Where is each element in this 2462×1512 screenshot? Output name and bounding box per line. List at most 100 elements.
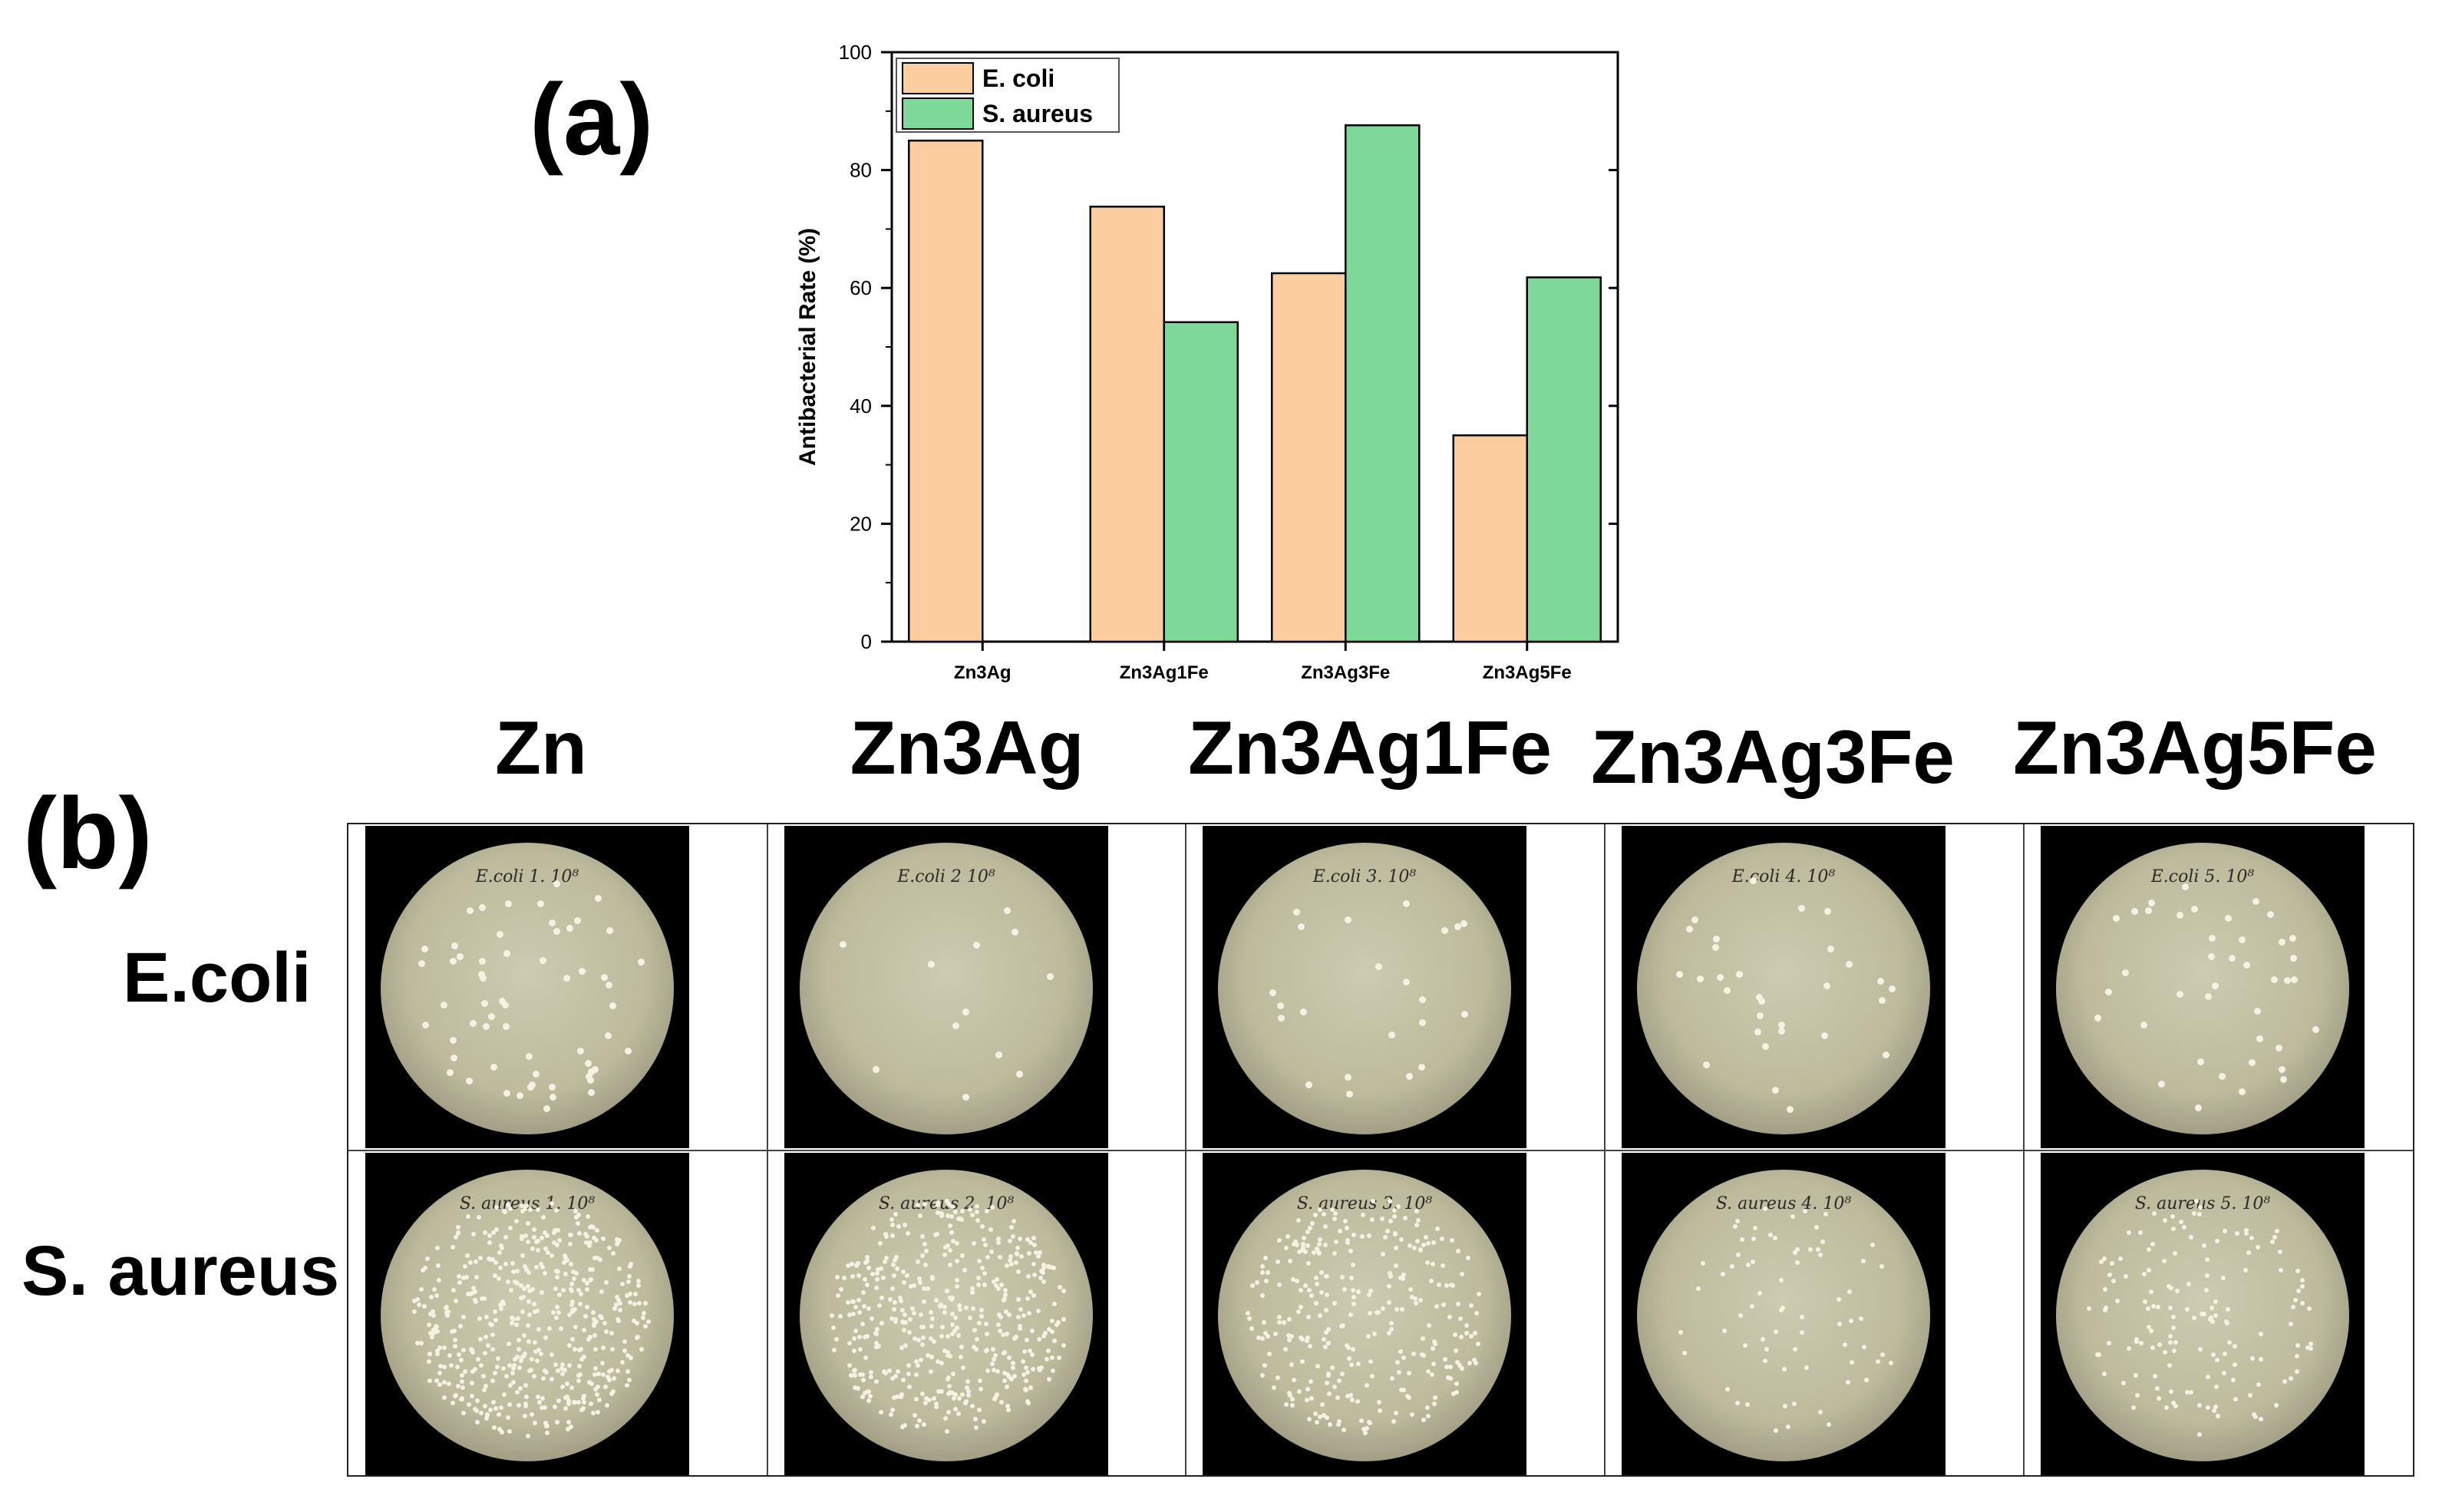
bacterial-colony (556, 1368, 561, 1373)
bacterial-colony (922, 1241, 928, 1246)
bacterial-colony (1345, 916, 1352, 924)
bacterial-colony (2172, 1250, 2177, 1256)
bacterial-colony (2126, 1346, 2131, 1352)
bacterial-colony (1309, 1292, 1314, 1298)
bacterial-colony (960, 1253, 965, 1258)
bacterial-colony (953, 1209, 959, 1214)
bacterial-colony (437, 1364, 443, 1368)
bacterial-colony (520, 1309, 525, 1314)
bacterial-colony (579, 1346, 584, 1352)
bacterial-colony (1460, 920, 1467, 928)
bacterial-colony (2196, 1431, 2202, 1437)
bacterial-colony (469, 1019, 477, 1027)
bacterial-colony (1750, 1303, 1755, 1309)
bacterial-colony (2309, 1342, 2314, 1347)
bacterial-colony (552, 1230, 557, 1236)
bacterial-colony (559, 1384, 565, 1389)
bacterial-colony (829, 1313, 834, 1319)
bacterial-colony (1763, 1358, 1768, 1363)
bacterial-colony (625, 1352, 631, 1358)
plate-photo-s-aureus-zn3ag1fe: S. aureus 3. 10⁸ (1203, 1153, 1526, 1475)
bacterial-colony (1880, 1264, 1885, 1269)
bacterial-colony (2291, 976, 2299, 984)
bacterial-colony (473, 1289, 478, 1295)
bacterial-colony (535, 1394, 540, 1399)
bacterial-colony (1288, 1393, 1293, 1398)
bacterial-colony (531, 1227, 536, 1233)
bacterial-colony (1371, 1331, 1377, 1336)
bacterial-colony (583, 1231, 589, 1236)
bacterial-colony (577, 1301, 582, 1306)
bacterial-colony (936, 1200, 941, 1206)
bacterial-colony (1261, 1319, 1266, 1325)
bacterial-colony (1025, 1236, 1030, 1242)
bacterial-colony (893, 1317, 898, 1322)
bacterial-colony (1002, 1288, 1008, 1293)
bacterial-colony (1286, 1332, 1292, 1338)
bacterial-colony (906, 1371, 912, 1376)
bacterial-colony (452, 1393, 457, 1398)
bacterial-colony (490, 1378, 496, 1383)
bacterial-colony (1392, 1230, 1398, 1236)
bacterial-colony (2095, 1352, 2101, 1357)
bacterial-colony (959, 1344, 964, 1349)
bacterial-colony (899, 1392, 904, 1398)
bacterial-colony (2131, 1405, 2137, 1411)
bacterial-colony (471, 1286, 476, 1291)
bacterial-colony (957, 1306, 962, 1312)
bacterial-colony (1030, 1352, 1035, 1358)
bacterial-colony (2102, 1256, 2107, 1261)
bacterial-colony (2253, 1415, 2259, 1420)
dish-handwritten-label: E.coli 1. 10⁸ (475, 867, 579, 886)
bacterial-colony (611, 1376, 616, 1382)
bacterial-colony (1367, 1292, 1372, 1298)
bacterial-colony (1309, 1396, 1315, 1401)
bacterial-colony (437, 1370, 443, 1375)
bacterial-colony (909, 1284, 914, 1289)
bacterial-colony (865, 1258, 870, 1263)
bacterial-colony (450, 1400, 455, 1405)
bacterial-colony (1827, 946, 1834, 953)
bacterial-colony (1021, 1358, 1026, 1364)
bacterial-colony (985, 1254, 991, 1259)
bacterial-colony (923, 1400, 929, 1405)
bacterial-colony (447, 1382, 452, 1387)
bacterial-colony (958, 1355, 963, 1360)
bacterial-colony (970, 1286, 975, 1292)
bacterial-colony (526, 1289, 532, 1294)
bacterial-colony (2134, 1339, 2139, 1344)
bacterial-colony (1292, 1239, 1298, 1244)
bar-chart: Antibacterial Rate (%) 020406080100Zn3Ag… (795, 41, 1619, 683)
bacterial-colony (563, 1406, 568, 1411)
bacterial-colony (1756, 1012, 1764, 1019)
bacterial-colony (1712, 936, 1720, 943)
bacterial-colony (609, 1331, 614, 1336)
bacterial-colony (565, 1257, 570, 1263)
bacterial-colony (1026, 1273, 1031, 1279)
bacterial-colony (2168, 1306, 2173, 1311)
bacterial-colony (431, 1286, 437, 1292)
bacterial-colony (569, 1289, 575, 1294)
bacterial-colony (1009, 1376, 1015, 1382)
bacterial-colony (528, 1207, 533, 1212)
bacterial-colony (983, 1242, 988, 1247)
bacterial-colony (1349, 1276, 1355, 1281)
bacterial-colony (851, 1368, 856, 1373)
bacterial-colony (908, 1317, 913, 1322)
bacterial-colony (954, 1240, 959, 1246)
bacterial-colony (1265, 1270, 1270, 1276)
bacterial-colony (511, 1269, 516, 1274)
y-tick-label: 60 (850, 276, 872, 299)
bacterial-colony (874, 1270, 880, 1276)
bacterial-colony (1322, 1345, 1328, 1350)
bacterial-colony (1849, 1359, 1854, 1365)
bacterial-colony (417, 960, 425, 968)
bacterial-colony (576, 1288, 581, 1293)
bacterial-colony (1764, 1347, 1769, 1352)
bacterial-colony (916, 1338, 922, 1343)
bacterial-colony (481, 1388, 487, 1392)
bacterial-colony (560, 1362, 566, 1368)
bacterial-colony (1464, 1322, 1470, 1328)
bacterial-colony (1021, 1372, 1026, 1378)
bacterial-colony (507, 1363, 513, 1368)
